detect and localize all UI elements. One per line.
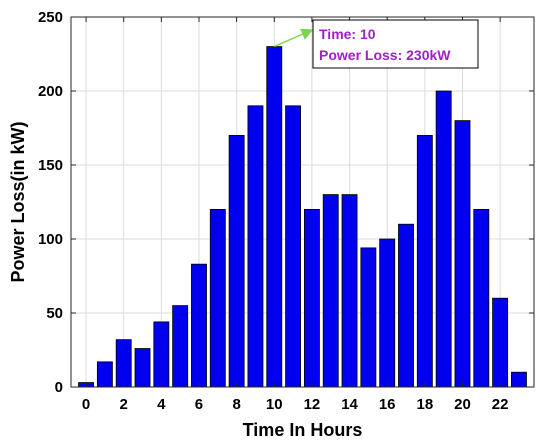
x-tick-label: 10 xyxy=(266,396,283,413)
x-tick-label: 18 xyxy=(416,396,433,413)
bar-hour-6 xyxy=(191,263,207,388)
bar-hour-1 xyxy=(96,361,113,388)
y-tick-label: 200 xyxy=(38,83,63,100)
bar-hour-2 xyxy=(115,339,132,388)
x-tick-label: 8 xyxy=(232,396,240,413)
datatip-power-label: Power Loss: 230kW xyxy=(319,47,451,63)
plot-frame xyxy=(70,16,535,388)
bar-hour-16 xyxy=(379,238,396,388)
bar-hour-9 xyxy=(247,105,264,388)
datatip-arrow xyxy=(273,28,314,48)
x-tick-label: 14 xyxy=(341,396,358,413)
ticks: 0 2 4 6 8 10 12 14 16 18 20 22 0 50 100 150 200 250 xyxy=(38,9,534,413)
y-tick-label: 250 xyxy=(38,9,63,26)
bar-hour-17 xyxy=(398,223,414,388)
y-axis-label: Power Loss(in kW) xyxy=(8,121,28,282)
bar-hour-8 xyxy=(228,134,245,388)
x-tick-label: 6 xyxy=(195,396,203,413)
bar-hour-20 xyxy=(454,120,471,388)
bar-hour-22 xyxy=(492,297,509,388)
bar-hour-13 xyxy=(322,194,339,388)
y-tick-label: 100 xyxy=(38,231,63,248)
bar-hour-7 xyxy=(209,208,226,388)
bar-hour-5 xyxy=(172,305,189,388)
bar-hour-12 xyxy=(303,208,320,388)
bar-hour-15 xyxy=(360,247,377,388)
y-tick-label: 0 xyxy=(55,379,63,396)
x-axis-label: Time In Hours xyxy=(243,420,363,440)
bar-hour-4 xyxy=(153,321,170,388)
bar-hour-23 xyxy=(511,371,527,388)
bar-hour-3 xyxy=(134,348,151,388)
y-tick-label: 50 xyxy=(46,305,63,322)
x-tick-label: 0 xyxy=(82,396,90,413)
bar-hour-18 xyxy=(416,134,433,388)
datatip-time-label: Time: 10 xyxy=(319,26,376,42)
bar-hour-14 xyxy=(341,194,358,388)
x-tick-label: 20 xyxy=(454,396,471,413)
x-tick-label: 12 xyxy=(304,396,321,413)
x-tick-label: 16 xyxy=(379,396,396,413)
x-tick-label: 2 xyxy=(120,396,128,413)
datatip: Time: 10 Power Loss: 230kW xyxy=(273,19,479,69)
bars xyxy=(78,46,527,388)
datatip-box xyxy=(312,19,479,69)
x-tick-label: 4 xyxy=(157,396,166,413)
bar-hour-10 xyxy=(266,46,283,388)
bar-hour-11 xyxy=(285,105,302,388)
y-tick-label: 150 xyxy=(38,157,63,174)
x-tick-label: 22 xyxy=(492,396,509,413)
bar-hour-19 xyxy=(435,90,452,388)
bar-hour-21 xyxy=(473,208,490,388)
